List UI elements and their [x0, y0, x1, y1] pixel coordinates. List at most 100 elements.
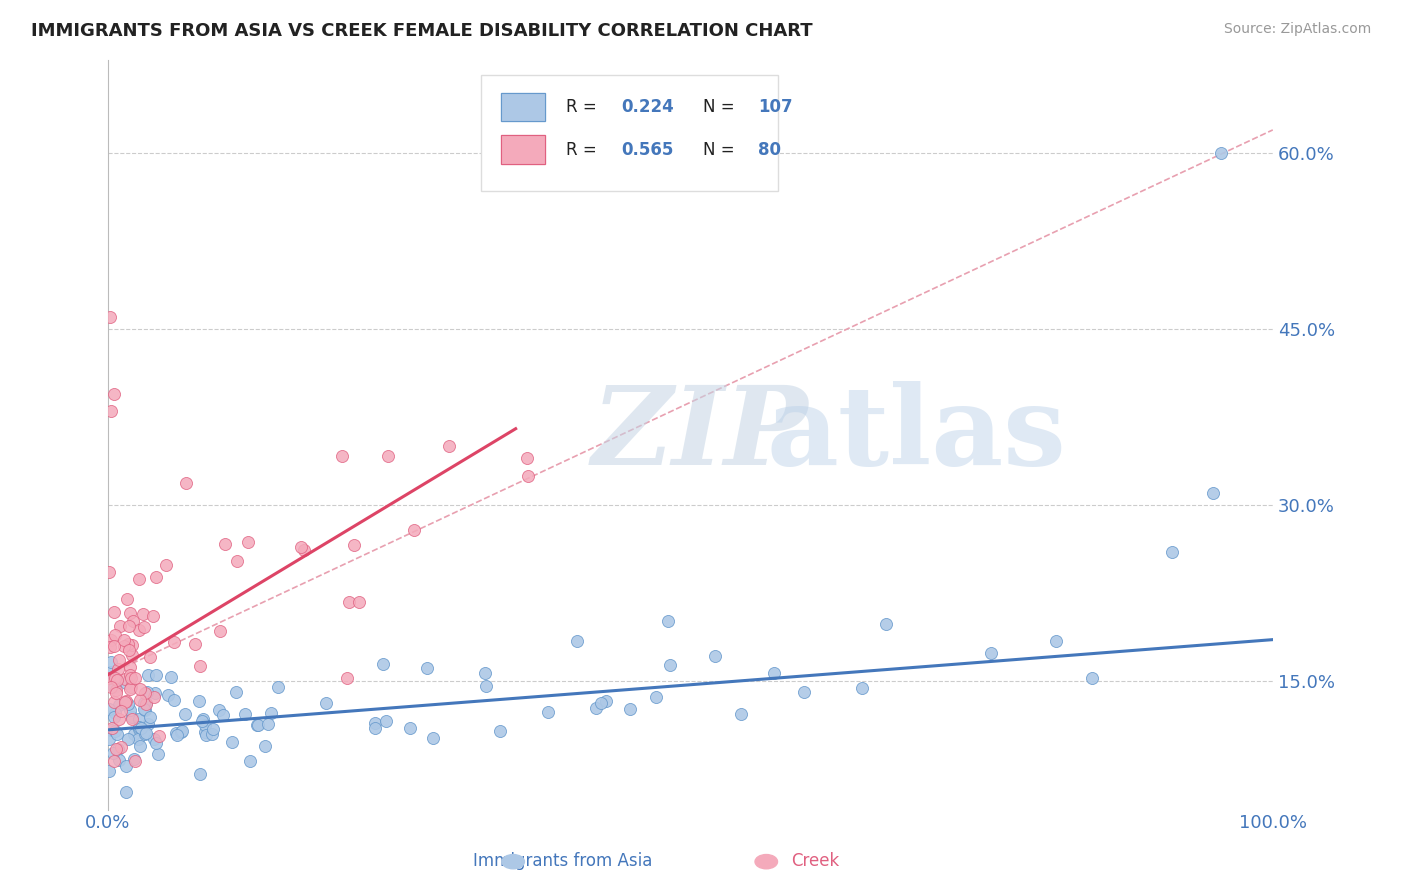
Point: [404, 523, 426, 537]
Point: [104, 685, 127, 699]
Point: [422, 731, 444, 745]
Point: [129, 693, 152, 707]
Point: [120, 681, 142, 696]
Point: [128, 572, 150, 586]
Point: [128, 722, 150, 736]
Point: [142, 732, 165, 747]
Point: [236, 534, 259, 549]
Point: [135, 725, 157, 739]
Point: [103, 680, 125, 694]
Point: [565, 633, 588, 648]
Point: [114, 672, 136, 686]
Point: [136, 716, 159, 731]
Point: [117, 697, 139, 711]
Point: [143, 690, 166, 705]
Point: [108, 619, 131, 633]
Point: [134, 620, 156, 634]
Text: N =: N =: [703, 98, 740, 116]
Point: [132, 696, 155, 710]
Point: [134, 727, 156, 741]
Text: 107: 107: [758, 98, 793, 116]
Point: [214, 536, 236, 550]
Point: [105, 727, 128, 741]
Point: [121, 710, 143, 724]
Point: [516, 451, 538, 466]
Point: [332, 449, 354, 463]
Point: [793, 684, 815, 698]
Point: [195, 728, 218, 742]
Point: [121, 648, 143, 662]
Point: [117, 637, 139, 651]
Point: [98, 764, 121, 778]
Point: [114, 696, 136, 710]
Point: [107, 712, 129, 726]
Point: [98, 665, 121, 679]
Point: [108, 698, 131, 712]
Point: [120, 668, 142, 682]
Point: [135, 697, 157, 711]
Point: [1045, 634, 1067, 648]
Text: atlas: atlas: [766, 381, 1066, 488]
Text: 0.224: 0.224: [621, 98, 675, 116]
Point: [315, 697, 337, 711]
Point: [202, 722, 225, 736]
Point: [851, 681, 873, 696]
Text: R =: R =: [565, 141, 602, 159]
Point: [120, 606, 142, 620]
Point: [143, 686, 166, 700]
Point: [247, 717, 270, 731]
Point: [145, 570, 167, 584]
Point: [103, 710, 125, 724]
Point: [103, 746, 125, 760]
Point: [475, 679, 498, 693]
Point: [100, 655, 122, 669]
Point: [138, 649, 160, 664]
Point: [399, 721, 422, 735]
Text: Source: ZipAtlas.com: Source: ZipAtlas.com: [1223, 22, 1371, 37]
Point: [253, 739, 276, 753]
Bar: [501, 136, 544, 164]
Point: [98, 702, 121, 716]
Point: [290, 540, 312, 554]
Bar: [501, 136, 544, 164]
Point: [100, 680, 122, 694]
Point: [100, 404, 122, 418]
Point: [762, 665, 785, 680]
Point: [239, 754, 262, 768]
Point: [115, 676, 138, 690]
Point: [134, 703, 156, 717]
Point: [121, 713, 143, 727]
Point: [145, 736, 167, 750]
Point: [142, 608, 165, 623]
Point: [337, 595, 360, 609]
Point: [364, 721, 387, 735]
Point: [437, 439, 460, 453]
Point: [163, 635, 186, 649]
Point: [657, 615, 679, 629]
Point: [128, 712, 150, 726]
Point: [336, 671, 359, 685]
Point: [416, 661, 439, 675]
Point: [194, 724, 217, 739]
Point: [104, 682, 127, 697]
Point: [117, 731, 139, 746]
Point: [188, 694, 211, 708]
FancyBboxPatch shape: [481, 75, 778, 191]
Point: [246, 717, 269, 731]
Point: [120, 680, 142, 694]
Point: [875, 617, 897, 632]
Point: [208, 703, 231, 717]
Point: [103, 605, 125, 619]
Point: [103, 755, 125, 769]
Point: [591, 697, 613, 711]
Point: [134, 686, 156, 700]
Text: N =: N =: [703, 141, 740, 159]
Point: [160, 670, 183, 684]
Point: [489, 724, 512, 739]
Point: [124, 754, 146, 768]
Text: ZIP: ZIP: [592, 381, 808, 488]
Bar: [501, 93, 544, 121]
Point: [120, 659, 142, 673]
Point: [98, 731, 121, 746]
Point: [225, 685, 247, 699]
